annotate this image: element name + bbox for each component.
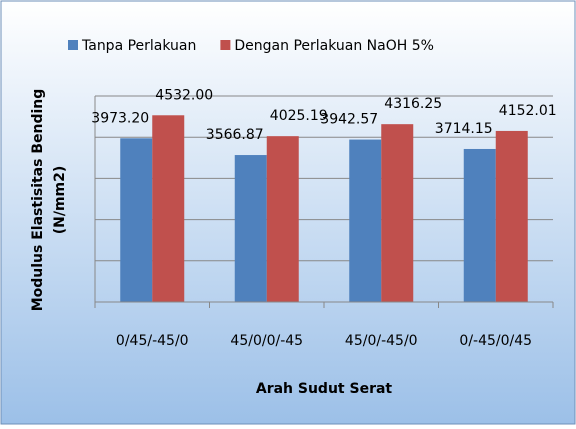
value-label: 3566.87 [206, 127, 264, 143]
x-tick-label: 0/-45/0/45 [459, 333, 532, 349]
bar [120, 138, 153, 302]
y-axis-title: Modulus Elastisitas Bending [30, 89, 46, 312]
x-tick-label: 45/0/0/-45 [230, 333, 303, 349]
legend-label: Tanpa Perlakuan [81, 38, 196, 54]
y-axis-title: (N/mm2) [52, 166, 68, 235]
bar [266, 136, 299, 302]
value-label: 4532.00 [155, 87, 213, 103]
value-label: 4152.01 [499, 103, 557, 119]
bar [349, 139, 382, 302]
value-label: 3942.57 [320, 112, 378, 128]
bar [381, 124, 414, 302]
legend-swatch [68, 40, 78, 50]
x-tick-label: 0/45/-45/0 [116, 333, 189, 349]
bar [234, 155, 267, 302]
x-tick-label: 45/0/-45/0 [345, 333, 418, 349]
value-label: 4316.25 [384, 96, 442, 112]
legend-label: Dengan Perlakuan NaOH 5% [234, 38, 434, 54]
value-label: 4025.19 [270, 108, 328, 124]
bar [463, 148, 496, 302]
value-label: 3973.20 [91, 110, 149, 126]
value-label: 3714.15 [435, 121, 493, 137]
bar [495, 130, 528, 302]
x-axis-title: Arah Sudut Serat [256, 381, 393, 397]
bar [152, 115, 185, 302]
legend-swatch [220, 40, 231, 50]
